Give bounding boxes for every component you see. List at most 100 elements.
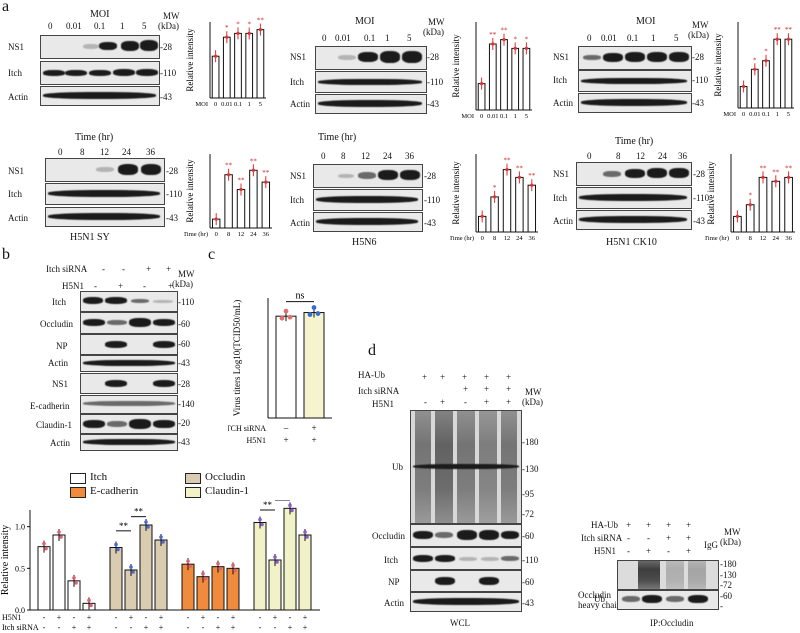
row-label-ns1: NS1 [553, 169, 570, 179]
bar [253, 522, 267, 611]
moi-value: 1 [651, 33, 656, 43]
row-label: Actin [50, 438, 70, 448]
bar [211, 566, 225, 611]
row-label: NS1 [52, 379, 69, 389]
sign: - [464, 397, 467, 407]
moi-value: 0.1 [94, 21, 106, 31]
mw-marker: -43 [522, 598, 534, 608]
time-header: Time (hr) [318, 132, 357, 143]
blot-strip [40, 35, 160, 59]
bar [298, 534, 312, 611]
header-label: Itch siRNA [46, 264, 88, 274]
tick-label: 0.1 [500, 113, 508, 120]
significance-label: ** [760, 164, 768, 172]
bar [758, 176, 768, 233]
significance-label: ** [489, 31, 497, 39]
data-point [502, 38, 506, 42]
tick-label: 24 [516, 235, 523, 242]
blot-strip [578, 93, 692, 113]
tick-label: 1 [514, 113, 517, 120]
sign-sirna: - [259, 623, 262, 632]
data-point [303, 530, 307, 534]
data-point [186, 559, 190, 563]
bar [527, 184, 537, 233]
data-point [517, 175, 521, 179]
tick-label: 0 [736, 235, 739, 242]
mw-marker: -28 [166, 166, 178, 176]
blot-strip [80, 355, 178, 372]
y-tick-label: 0.5 [15, 564, 25, 573]
kda-label: (kDa) [423, 27, 444, 37]
significance-label: ** [785, 164, 793, 172]
sign: + [463, 384, 469, 394]
time-value: 36 [678, 151, 687, 161]
bar [154, 539, 168, 611]
y-axis-label: Relative intensity [713, 33, 723, 97]
data-point [761, 175, 765, 179]
sign-sirna: + [303, 623, 308, 632]
blot-strip [315, 94, 427, 114]
bar [268, 559, 282, 611]
mw-marker: -28 [178, 379, 190, 389]
header-label: HA-Ub [591, 520, 618, 530]
time-header: Time (hr) [75, 132, 114, 143]
sign: + [646, 520, 652, 530]
mw-marker: -110 [160, 68, 177, 78]
time-value: 8 [616, 151, 621, 161]
caption: IP:Occludin [650, 618, 694, 628]
significance-label: ** [134, 507, 144, 517]
sign-h5n1: + [231, 613, 236, 622]
bar [303, 312, 325, 419]
sign: - [122, 264, 125, 274]
data-point [251, 168, 255, 172]
bar [256, 29, 265, 99]
bar [222, 36, 231, 99]
significance-label: * [493, 184, 497, 192]
mw-marker: -60 [720, 591, 732, 601]
time-value: 24 [383, 151, 392, 161]
sign: - [102, 264, 105, 274]
bar [283, 507, 297, 611]
sign-h5n1: - [217, 613, 220, 622]
sign: + [686, 520, 692, 530]
bar [52, 534, 66, 611]
moi-value: 1 [120, 21, 125, 31]
significance-label: * [247, 20, 251, 28]
sign: + [646, 546, 652, 556]
row-label-h5n1: H5N1 [246, 436, 266, 445]
mw-marker: -140 [178, 399, 195, 409]
kda-label: (kDa) [172, 279, 193, 289]
y-axis-label: Relative intensity [451, 161, 461, 225]
sign-itch-sirna: + [311, 423, 316, 433]
legend-swatch [70, 473, 86, 484]
data-point [72, 576, 76, 580]
time-value: 24 [658, 151, 667, 161]
blot-strip [80, 414, 178, 434]
blot-strip [578, 70, 692, 92]
data-point [275, 560, 279, 564]
bar [224, 174, 233, 229]
sign-sirna: + [72, 623, 77, 632]
panel-letter-c: c [208, 246, 216, 263]
sign: + [666, 533, 672, 543]
tick-label: 0.1 [762, 111, 770, 118]
tick-label: 12 [760, 235, 767, 242]
x-axis-label: Time (hr) [184, 231, 208, 238]
data-point [89, 603, 93, 608]
data-point [480, 82, 484, 86]
blot-strip [315, 71, 427, 93]
data-point [146, 525, 150, 529]
data-point [227, 173, 231, 177]
data-point [116, 547, 120, 552]
row-label-ns1: NS1 [290, 171, 307, 181]
data-point [131, 570, 135, 574]
mw-marker: -60 [522, 531, 534, 541]
row-label-itch-sirna: ITCH siRNA [228, 424, 266, 433]
sign-sirna: + [144, 623, 149, 632]
sign: + [484, 384, 490, 394]
sign-h5n1: + [129, 613, 134, 622]
blot-strip [313, 189, 423, 211]
blot-strip [45, 158, 165, 182]
time-value: 12 [100, 147, 109, 157]
tick-label: 24 [773, 235, 780, 242]
